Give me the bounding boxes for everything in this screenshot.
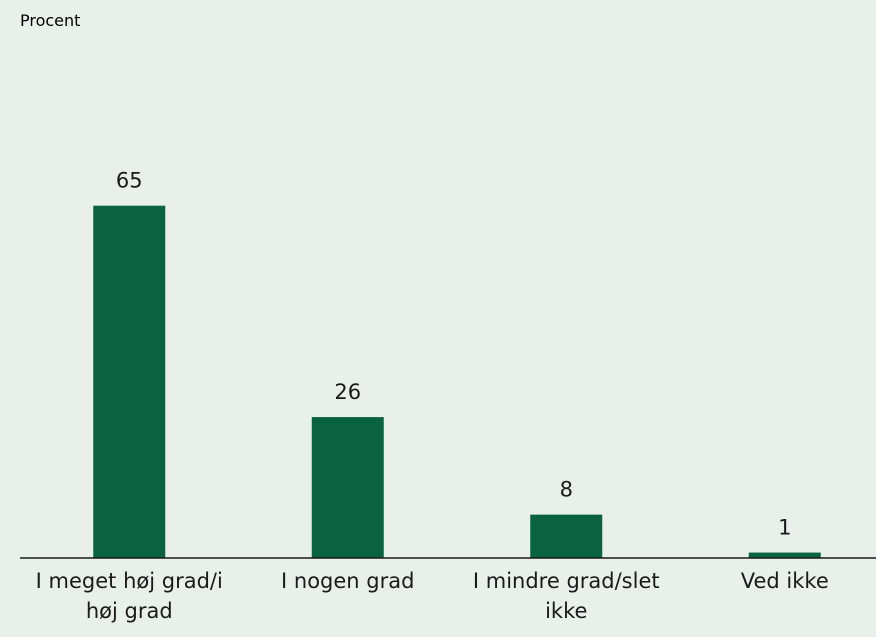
value-label: 8 xyxy=(560,478,573,502)
x-tick-label: Ved ikke xyxy=(740,569,829,593)
bar xyxy=(530,514,603,558)
value-label: 65 xyxy=(116,169,143,193)
x-tick-label: I nogen grad xyxy=(281,569,415,593)
x-tick-label: I mindre grad/slet ikke xyxy=(472,569,660,623)
value-label: 1 xyxy=(778,516,791,540)
x-tick-label: I meget høj grad/i høj grad xyxy=(35,569,223,623)
bar xyxy=(93,205,166,558)
y-axis-label: Procent xyxy=(20,11,80,30)
value-label: 26 xyxy=(334,380,361,404)
bar xyxy=(748,552,821,558)
bar xyxy=(311,417,384,558)
